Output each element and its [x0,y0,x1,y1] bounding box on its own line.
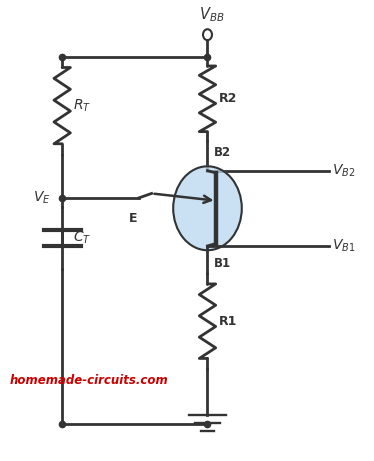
Text: B1: B1 [214,257,232,270]
Text: E: E [129,212,137,225]
Text: $V_{B1}$: $V_{B1}$ [332,238,356,254]
Text: $V_{B2}$: $V_{B2}$ [332,162,356,179]
Text: $V_{BB}$: $V_{BB}$ [199,5,224,24]
Text: R2: R2 [219,92,237,105]
Text: homemade-circuits.com: homemade-circuits.com [10,374,169,387]
Text: $R_T$: $R_T$ [73,97,91,114]
Text: $V_E$: $V_E$ [33,190,51,206]
Text: B2: B2 [214,146,232,159]
Circle shape [173,166,242,250]
Text: R1: R1 [219,315,237,328]
Text: $C_T$: $C_T$ [73,230,91,246]
